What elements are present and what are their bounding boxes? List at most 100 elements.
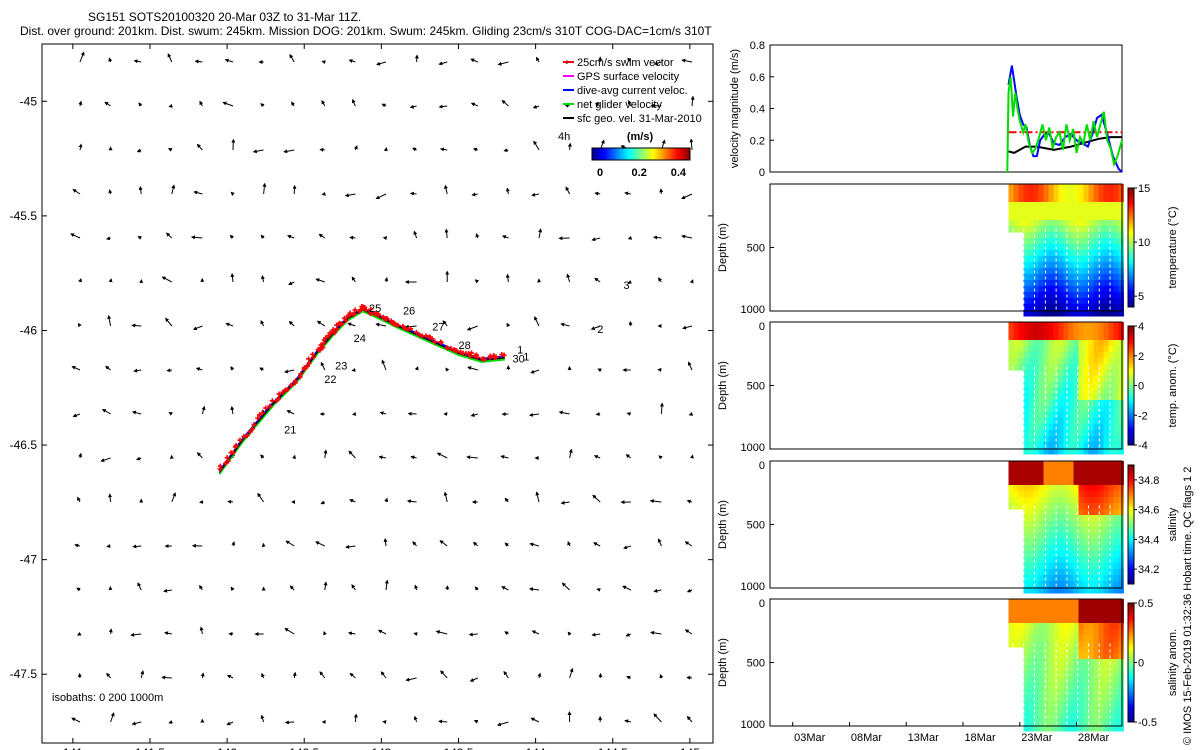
- heatmap-cell: [1108, 713, 1114, 720]
- heatmap-cell: [1113, 340, 1119, 347]
- heatmap-cell: [1023, 430, 1029, 437]
- heatmap-cell: [1113, 364, 1119, 371]
- geo-vector-arrow: [344, 193, 356, 198]
- geo-vector-arrow: [658, 455, 663, 460]
- geo-vector-arrow: [260, 103, 265, 108]
- heatmap-cell: [1098, 659, 1104, 666]
- geo-vector-arrow: [161, 675, 172, 680]
- heatmap-cell: [1103, 533, 1109, 540]
- swim-vector-marker: [376, 312, 382, 318]
- swim-vector-marker: [493, 354, 499, 360]
- heatmap-cell: [1018, 226, 1024, 233]
- heatmap-cell: [1103, 611, 1109, 618]
- heatmap-cell: [1093, 659, 1099, 666]
- geo-vector-arrow: [624, 191, 631, 196]
- heatmap-cell: [1088, 220, 1094, 227]
- heatmap-cell: [1043, 382, 1049, 389]
- heatmap-cell: [1038, 202, 1044, 209]
- heatmap-cell: [1058, 268, 1064, 275]
- heatmap-cell: [1043, 424, 1049, 431]
- heatmap-cell: [1108, 400, 1114, 407]
- heatmap-cell: [1083, 647, 1089, 654]
- heatmap-cell: [1118, 376, 1124, 383]
- heatmap-cell: [1048, 677, 1054, 684]
- heatmap-cell: [1023, 274, 1029, 281]
- heatmap-cell: [1023, 509, 1029, 516]
- geo-vector-arrow: [440, 670, 448, 679]
- heatmap-cell: [1108, 298, 1114, 305]
- heatmap-cell: [1108, 220, 1114, 227]
- heatmap-cell: [1078, 719, 1084, 726]
- heatmap-cell: [1083, 184, 1089, 191]
- heatmap-cell: [1053, 448, 1059, 455]
- swim-vector-marker: [423, 333, 429, 339]
- heatmap-cell: [1073, 250, 1079, 257]
- heatmap-cell: [1088, 497, 1094, 504]
- heatmap-cell: [1048, 358, 1054, 365]
- heatmap-cell: [1073, 683, 1079, 690]
- heatmap-cell: [1023, 370, 1029, 377]
- heatmap-cell: [1078, 497, 1084, 504]
- heatmap-cell: [1083, 196, 1089, 203]
- heatmap-cell: [1073, 587, 1079, 594]
- heatmap-cell: [1093, 304, 1099, 311]
- geo-vector-arrow: [503, 670, 509, 679]
- heatmap-cell: [1043, 491, 1049, 498]
- depth-tick-label: 1000: [741, 719, 765, 731]
- heatmap-cell: [1028, 400, 1034, 407]
- heatmap-cell: [1118, 202, 1124, 209]
- heatmap-cell: [1113, 424, 1119, 431]
- heatmap-cell: [1103, 713, 1109, 720]
- heatmap-cell: [1068, 358, 1074, 365]
- heatmap-cell: [1023, 725, 1029, 732]
- heatmap-cell: [1038, 659, 1044, 666]
- heatmap-cell: [1028, 250, 1034, 257]
- heatmap-cell: [1038, 605, 1044, 612]
- heatmap-cell: [1093, 322, 1099, 329]
- heatmap-cell: [1048, 641, 1054, 648]
- heatmap-cell: [1063, 352, 1069, 359]
- heatmap-cell: [1023, 599, 1029, 606]
- heatmap-cell: [1063, 719, 1069, 726]
- heatmap-cell: [1083, 262, 1089, 269]
- heatmap-cell: [1013, 641, 1019, 648]
- heatmap-cell: [1078, 448, 1084, 455]
- heatmap-cell: [1023, 635, 1029, 642]
- heatmap-cell: [1063, 292, 1069, 299]
- heatmap-cell: [1083, 581, 1089, 588]
- heatmap-cell: [1033, 412, 1039, 419]
- heatmap-cell: [1098, 677, 1104, 684]
- heatmap-cell: [1023, 521, 1029, 528]
- heatmap-cell: [1113, 436, 1119, 443]
- heatmap-cell: [1068, 238, 1074, 245]
- colorbar-tick-label: 34.6: [1138, 505, 1159, 517]
- heatmap-cell: [1068, 491, 1074, 498]
- heatmap-cell: [1038, 250, 1044, 257]
- heatmap-cell: [1058, 226, 1064, 233]
- heatmap-cell: [1083, 424, 1089, 431]
- geo-vector-arrow: [72, 413, 81, 418]
- heatmap-cell: [1098, 665, 1104, 672]
- heatmap-cell: [1068, 214, 1074, 221]
- heatmap-cell: [1023, 292, 1029, 299]
- heatmap-cell: [1108, 575, 1114, 582]
- map-xtick-label: 141: [63, 746, 83, 750]
- heatmap-cell: [1093, 461, 1099, 468]
- geo-vector-arrow: [626, 675, 631, 680]
- heatmap-cell: [1098, 635, 1104, 642]
- geo-vector-arrow: [136, 148, 142, 153]
- heatmap-cell: [1033, 581, 1039, 588]
- geo-vector-arrow: [409, 191, 417, 196]
- heatmap-cell: [1078, 280, 1084, 287]
- heatmap-cell: [1088, 527, 1094, 534]
- heatmap-cell: [1103, 653, 1109, 660]
- heatmap-cell: [1068, 533, 1074, 540]
- heatmap-cell: [1088, 599, 1094, 606]
- heatmap-cell: [1078, 473, 1084, 480]
- heatmap-cell: [1038, 442, 1044, 449]
- heatmap-cell: [1073, 280, 1079, 287]
- heatmap-cell: [1068, 274, 1074, 281]
- heatmap-cell: [1083, 244, 1089, 251]
- temp-anom-colorbar: [1127, 325, 1135, 446]
- heatmap-cell: [1118, 274, 1124, 281]
